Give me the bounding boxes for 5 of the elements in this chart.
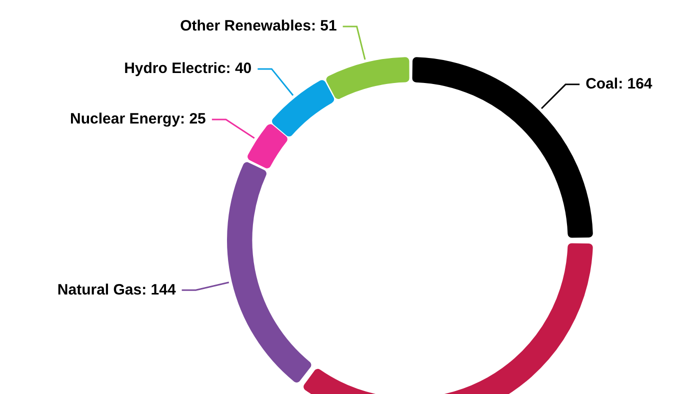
slice-label: Nuclear Energy: 25 (70, 110, 206, 128)
slice-label: Hydro Electric: 40 (124, 60, 252, 78)
slice-label: Other Renewables: 51 (180, 18, 337, 35)
slice-label: Coal: 164 (586, 76, 653, 93)
slice-label: Natural Gas: 144 (57, 281, 176, 298)
